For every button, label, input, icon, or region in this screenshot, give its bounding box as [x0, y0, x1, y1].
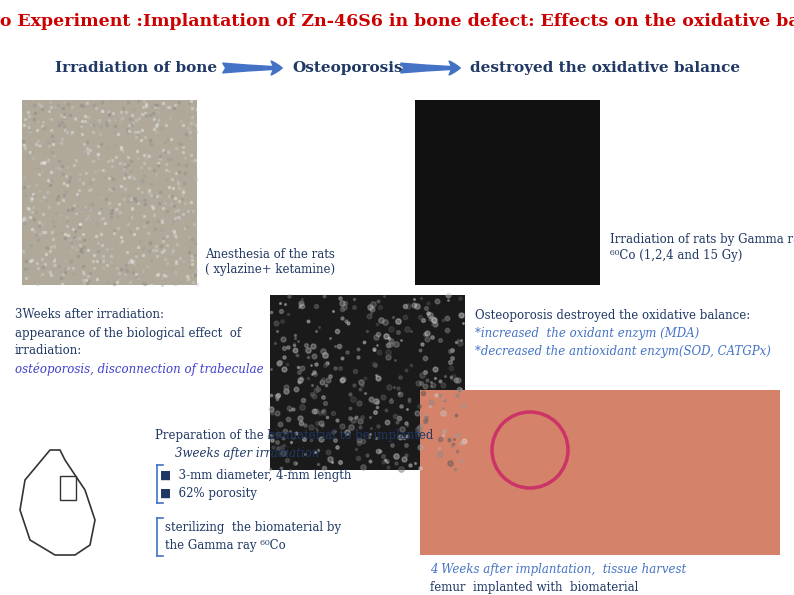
Text: ■  62% porosity: ■ 62% porosity: [160, 487, 257, 499]
Text: appearance of the biological effect  of: appearance of the biological effect of: [15, 327, 241, 340]
Text: ⁶⁰Co (1,2,4 and 15 Gy): ⁶⁰Co (1,2,4 and 15 Gy): [610, 249, 742, 261]
Text: Irradiation of rats by Gamma ray:: Irradiation of rats by Gamma ray:: [610, 233, 794, 246]
Text: Irradiation of bone: Irradiation of bone: [55, 61, 217, 75]
Bar: [420, 390, 780, 555]
Text: Osteoporosis: Osteoporosis: [292, 61, 403, 75]
Text: In Vivo Experiment :Implantation of Zn-46S6 in bone defect: Effects on the oxida: In Vivo Experiment :Implantation of Zn-4…: [0, 14, 794, 30]
Text: ostéoporosis, disconnection of trabeculae: ostéoporosis, disconnection of trabecula…: [15, 362, 264, 376]
Text: *decreased the antioxidant enzym(SOD, CATGPx): *decreased the antioxidant enzym(SOD, CA…: [475, 345, 771, 358]
Text: ( xylazine+ ketamine): ( xylazine+ ketamine): [205, 264, 335, 277]
Text: irradiation:: irradiation:: [15, 345, 83, 358]
Bar: [270, 295, 465, 470]
Text: *increased  the oxidant enzym (MDA): *increased the oxidant enzym (MDA): [475, 327, 700, 340]
Text: femur  implanted with  biomaterial: femur implanted with biomaterial: [430, 581, 638, 594]
Text: 3weeks after irradiation: 3weeks after irradiation: [175, 446, 319, 459]
Bar: [415, 100, 600, 285]
Text: 4 Weeks after implantation,  tissue harvest: 4 Weeks after implantation, tissue harve…: [430, 563, 686, 577]
Text: the Gamma ray ⁶⁰Co: the Gamma ray ⁶⁰Co: [165, 540, 286, 553]
Bar: [22, 100, 197, 285]
Text: sterilizing  the biomaterial by: sterilizing the biomaterial by: [165, 521, 341, 534]
Text: Osteoporosis destroyed the oxidative balance:: Osteoporosis destroyed the oxidative bal…: [475, 308, 750, 321]
Bar: [60, 476, 76, 500]
Text: destroyed the oxidative balance: destroyed the oxidative balance: [470, 61, 740, 75]
Text: Preparation of the biomaterial to be implanted: Preparation of the biomaterial to be imp…: [155, 428, 434, 441]
Text: Anesthesia of the rats: Anesthesia of the rats: [205, 249, 335, 261]
Text: ■  3-mm diameter, 4-mm length: ■ 3-mm diameter, 4-mm length: [160, 468, 352, 481]
Text: 3Weeks after irradiation:: 3Weeks after irradiation:: [15, 308, 164, 321]
